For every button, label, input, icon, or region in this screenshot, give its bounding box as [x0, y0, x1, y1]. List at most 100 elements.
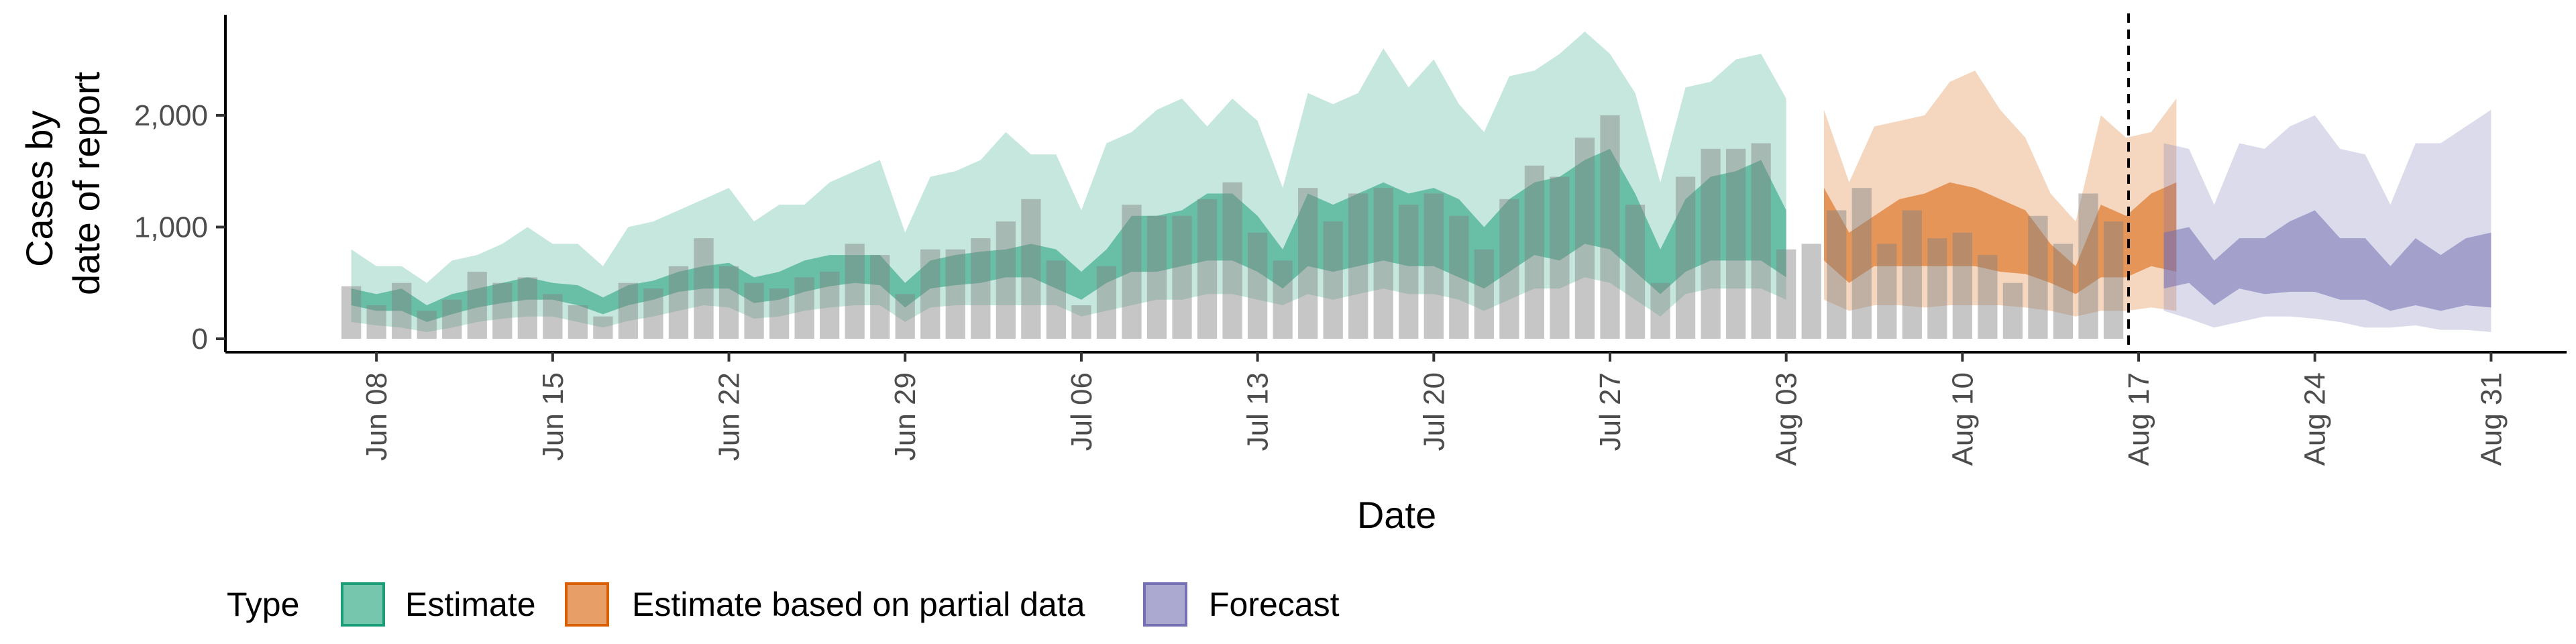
- legend-label-forecast: Forecast: [1209, 586, 1340, 623]
- reported-cases-bar: [517, 277, 537, 339]
- legend-label-estimate: Estimate: [405, 586, 536, 623]
- y-tick-label: 1,000: [134, 211, 208, 244]
- reported-cases-bar: [845, 244, 865, 339]
- x-axis-title: Date: [1357, 494, 1436, 536]
- reported-cases-bar: [1298, 188, 1318, 339]
- reported-cases-bar: [1046, 260, 1067, 339]
- band-50-forecast: [2163, 210, 2491, 311]
- reported-cases-bar: [820, 272, 840, 339]
- reported-cases-bar: [467, 272, 487, 339]
- reported-cases-bar: [2078, 193, 2098, 339]
- reported-cases-bar: [920, 249, 941, 339]
- y-tick-label: 2,000: [134, 99, 208, 132]
- band-50-estimate: [351, 148, 1786, 323]
- reported-cases-bar: [417, 311, 437, 339]
- reported-cases-bar: [1751, 143, 1771, 339]
- reported-cases-bar: [945, 249, 965, 339]
- reported-cases-bar: [568, 305, 588, 339]
- reported-cases-bar: [2028, 215, 2048, 339]
- x-tick-label: Aug 31: [2475, 372, 2508, 466]
- x-axis-ticks: Jun 08 Jun 15 Jun 22 Jun 29 Jul 06 Jul 13 Jul …: [360, 352, 2508, 466]
- reported-cases-bar: [1851, 188, 1872, 339]
- reported-cases-bar: [1550, 176, 1570, 339]
- reported-cases-bar: [694, 238, 714, 339]
- reported-cases-bar: [593, 316, 613, 339]
- legend-label-partial: Estimate based on partial data: [632, 586, 1085, 623]
- reported-cases-bar: [1801, 244, 1821, 339]
- reported-cases-bar: [1348, 193, 1368, 339]
- reported-cases-bar: [366, 305, 386, 339]
- reported-cases-bar: [1827, 210, 1847, 339]
- x-tick-label: Jun 15: [537, 372, 570, 461]
- reported-cases-bar: [1952, 232, 1972, 339]
- reported-cases-bar: [1222, 182, 1242, 339]
- y-tick-label: 0: [192, 323, 208, 356]
- reported-cases-bar: [794, 277, 814, 339]
- legend-swatch-estimate: [341, 582, 385, 627]
- x-tick-label: Aug 17: [2123, 372, 2155, 466]
- x-tick-label: Jun 22: [713, 372, 746, 461]
- reported-cases-bar: [1776, 249, 1796, 339]
- reported-cases-bar: [643, 288, 663, 339]
- x-tick-label: Jul 27: [1594, 372, 1627, 451]
- reported-cases-bar: [492, 282, 513, 339]
- reported-cases-bar: [1675, 176, 1696, 339]
- reported-cases-bar: [1071, 305, 1091, 339]
- reported-cases-bar: [1574, 138, 1595, 339]
- reported-cases-bar: [1021, 199, 1041, 339]
- x-tick-label: Aug 24: [2299, 372, 2332, 466]
- reported-cases-bar: [1877, 244, 1897, 339]
- reported-cases-bar: [1499, 199, 1519, 339]
- reported-cases-bar: [870, 255, 890, 339]
- reported-cases-bar: [1096, 266, 1117, 339]
- legend-swatch-partial: [565, 582, 609, 627]
- reported-cases-bar: [2103, 221, 2124, 339]
- reported-cases-bar: [1449, 215, 1469, 339]
- reported-cases-bar: [1373, 188, 1393, 339]
- reported-cases-bar: [1725, 148, 1746, 339]
- reported-cases-bar: [744, 282, 764, 339]
- legend-swatch-forecast: [1143, 582, 1187, 627]
- reported-cases-bar: [1978, 255, 1998, 339]
- reported-cases-bar: [1273, 260, 1293, 339]
- reported-cases-bar: [442, 299, 462, 339]
- legend: Type Estimate Estimate based on partial …: [227, 582, 1340, 627]
- reported-cases-bar: [618, 282, 639, 339]
- reported-cases-bar: [1323, 221, 1343, 339]
- reported-cases-bar: [1625, 205, 1646, 339]
- reported-cases-bar: [718, 266, 739, 339]
- reported-cases-bar: [2002, 282, 2023, 339]
- y-axis-title-line-2: date of report: [65, 72, 107, 296]
- y-axis-ticks: 0 1,000 2,000: [134, 99, 225, 356]
- x-tick-label: Aug 03: [1770, 372, 1803, 466]
- reported-cases-bar: [1600, 115, 1620, 339]
- band-90-estimate-based-on-partial-data: [1823, 70, 2177, 317]
- axes: [224, 15, 2567, 354]
- x-tick-label: Aug 10: [1946, 372, 1979, 466]
- legend-title: Type: [227, 586, 299, 623]
- reported-cases-bar: [1122, 205, 1142, 339]
- y-axis-title-line-1: Cases by: [18, 111, 60, 267]
- reported-cases-bar: [543, 294, 563, 339]
- reported-cases-bar: [1399, 205, 1419, 339]
- reported-cases-bar: [1902, 210, 1922, 339]
- reported-cases-bar: [1927, 238, 1947, 339]
- reported-cases-bar: [1197, 199, 1218, 339]
- reported-cases-bar: [971, 238, 991, 339]
- x-tick-label: Jul 06: [1065, 372, 1098, 451]
- reported-cases-bar: [1650, 282, 1670, 339]
- reported-cases-bar: [1247, 232, 1268, 339]
- x-tick-label: Jun 29: [889, 372, 922, 461]
- reported-cases-bar: [895, 294, 915, 339]
- reported-cases-bar: [1424, 193, 1444, 339]
- reported-cases-bar: [996, 221, 1016, 339]
- reported-cases-bar: [769, 288, 790, 339]
- reported-cases-bar: [392, 282, 412, 339]
- reported-cases-bar: [1701, 148, 1721, 339]
- reported-cases-bar: [341, 286, 362, 339]
- x-tick-label: Jul 13: [1242, 372, 1275, 451]
- reported-cases-bar: [668, 266, 689, 339]
- reported-cases-bars: [341, 115, 2124, 339]
- reported-cases-bar: [2053, 244, 2074, 339]
